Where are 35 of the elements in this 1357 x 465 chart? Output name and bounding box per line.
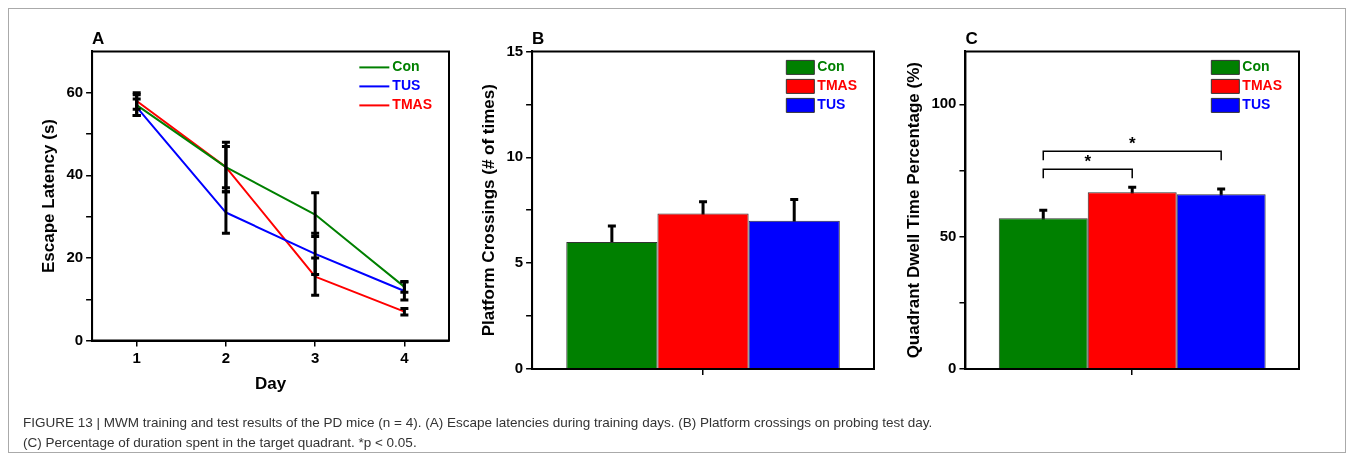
legend-label: TMAS [1242, 77, 1283, 94]
y-tick-label: 40 [66, 165, 84, 183]
y-tick-label: 100 [931, 94, 957, 112]
chart-title: B [532, 28, 545, 48]
legend-label: TUS [392, 77, 421, 94]
y-tick-label: 5 [514, 253, 524, 271]
x-tick-label: 4 [400, 348, 410, 366]
legend-label: TMAS [392, 96, 433, 113]
chart-title: C [965, 28, 978, 48]
y-tick-label: 0 [74, 330, 84, 348]
legend-label: Con [817, 58, 845, 75]
x-tick-label: 1 [132, 348, 141, 366]
x-tick-label: 2 [221, 348, 231, 366]
legend-label: Con [392, 58, 420, 75]
y-tick-label: 20 [66, 248, 84, 266]
y-tick-label: 0 [948, 359, 957, 377]
y-tick-label: 10 [506, 147, 524, 165]
x-axis-title: Day [254, 374, 287, 394]
legend-label: TUS [817, 96, 846, 113]
y-axis-title: Platform Crossings (# of times) [478, 84, 498, 337]
caption: FIGURE 13 | MWM training and test results of the PD mice (n = 4). (A) Escape latencies during training days. (B) Platform crossings on probing test day. [23, 414, 934, 432]
legend-label: Con [1242, 58, 1270, 75]
x-tick-label: 3 [310, 348, 320, 366]
text: (C) Percentage of duration spent in the target quadrant. *p < 0.05. [23, 434, 418, 452]
y-axis-title: Quadrant Dwell Time Percentage (%) [903, 62, 923, 359]
y-tick-label: 0 [514, 359, 524, 377]
legend-label: TUS [1242, 96, 1271, 113]
y-axis-title: Escape Latency (s) [38, 118, 58, 274]
annotation: * [1084, 152, 1092, 172]
y-tick-label: 60 [66, 82, 84, 100]
legend-label: TMAS [817, 77, 858, 94]
chart-title: A [92, 28, 105, 48]
y-tick-label: 50 [939, 226, 957, 244]
y-tick-label: 15 [506, 41, 524, 59]
annotation: * [1128, 134, 1136, 154]
